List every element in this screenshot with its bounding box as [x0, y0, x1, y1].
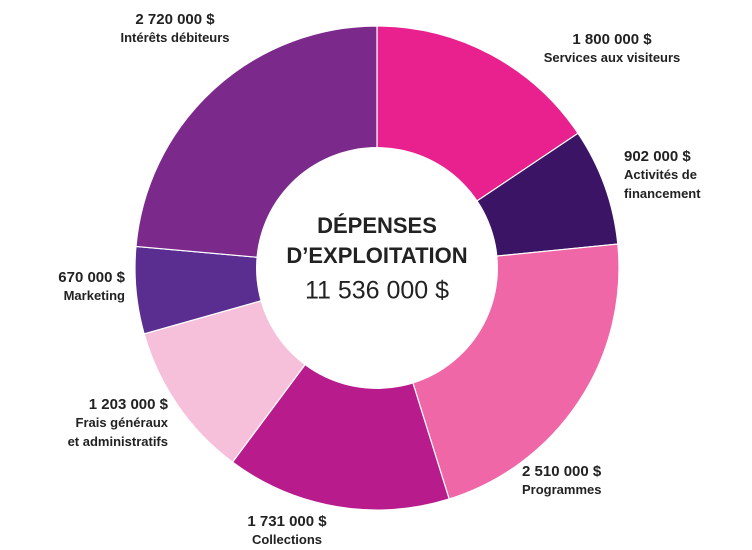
- center-title-line: D’EXPLOITATION: [286, 243, 467, 268]
- center-total: 11 536 000 $: [305, 277, 449, 305]
- category-label: Activités de financement: [624, 167, 701, 201]
- value-label: 1 203 000 $: [89, 396, 169, 413]
- category-label: Collections: [252, 532, 322, 547]
- value-label: 670 000 $: [58, 269, 125, 286]
- value-label: 1 800 000 $: [572, 31, 652, 48]
- category-label: Frais généraux et administratifs: [68, 415, 169, 449]
- category-label: Marketing: [64, 288, 125, 303]
- category-label: Services aux visiteurs: [544, 50, 681, 65]
- category-label: Intérêts débiteurs: [120, 30, 229, 45]
- value-label: 2 720 000 $: [135, 11, 215, 28]
- value-label: 1 731 000 $: [247, 513, 327, 530]
- value-label: 902 000 $: [624, 148, 691, 165]
- category-label: Programmes: [522, 482, 601, 497]
- value-label: 2 510 000 $: [522, 463, 602, 480]
- donut-hole: [256, 147, 498, 389]
- center-title-line: DÉPENSES: [317, 213, 437, 238]
